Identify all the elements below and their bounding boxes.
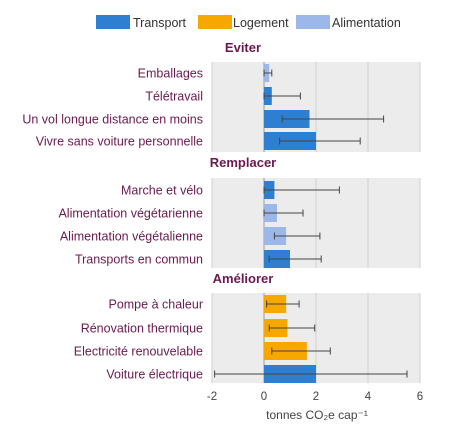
panel-3: Améliorer Pompe à chaleur Rénovation therm… <box>74 271 421 383</box>
x-tick-label: -2 <box>207 391 217 403</box>
error-bar <box>263 209 304 217</box>
x-axis-label: tonnes CO₂e cap⁻¹ <box>266 408 368 422</box>
legend-label: Alimentation <box>332 16 401 30</box>
bar-label: Voiture électrique <box>106 368 203 382</box>
panel-1: Eviter Emballages Télétravail Un vol longue… <box>22 40 421 152</box>
x-tick-label: 4 <box>365 391 372 403</box>
bar-label: Un vol longue distance en moins <box>22 113 203 127</box>
error-bar <box>268 324 316 332</box>
legend-item: Transport <box>96 15 187 30</box>
error-bar <box>273 232 321 240</box>
bar-label: Pompe à chaleur <box>108 298 203 312</box>
bar-label: Emballages <box>138 67 203 81</box>
panel-2: Remplacer Marche et vélo Alimentation végé… <box>58 155 421 268</box>
legend-item: Alimentation <box>296 15 401 30</box>
bar-label: Vivre sans voiture personnelle <box>36 135 203 149</box>
error-bar <box>263 186 340 194</box>
x-tick-label: 0 <box>261 391 267 403</box>
legend-label: Logement <box>233 16 289 30</box>
panel-title: Remplacer <box>210 155 276 170</box>
legend-swatch <box>296 15 330 29</box>
error-bar <box>279 137 361 145</box>
error-bar <box>271 347 331 355</box>
legend-swatch <box>198 15 232 29</box>
x-tick-label: 6 <box>417 391 423 403</box>
error-bar <box>263 69 273 77</box>
bar-label: Marche et vélo <box>121 184 203 198</box>
panel-title: Améliorer <box>213 271 274 286</box>
x-axis: -2 0 2 4 6 tonnes CO₂e cap⁻¹ <box>207 391 423 422</box>
bar-label: Alimentation végétalienne <box>60 230 203 244</box>
bar-label: Alimentation végétarienne <box>58 207 203 221</box>
error-bar <box>266 300 300 308</box>
bar-label: Rénovation thermique <box>81 322 203 336</box>
legend: Transport Logement Alimentation <box>96 15 401 30</box>
error-bar <box>268 255 322 263</box>
legend-item: Logement <box>198 15 289 30</box>
legend-label: Transport <box>133 16 187 30</box>
bar-label: Electricité renouvelable <box>74 345 203 359</box>
error-bar <box>263 92 301 100</box>
error-bar <box>214 370 408 378</box>
panel-title: Eviter <box>225 40 261 55</box>
bar-label: Télétravail <box>145 90 203 104</box>
error-bar <box>281 115 385 123</box>
x-tick-label: 2 <box>313 391 319 403</box>
legend-swatch <box>96 15 130 29</box>
bar-label: Transports en commun <box>75 253 203 267</box>
